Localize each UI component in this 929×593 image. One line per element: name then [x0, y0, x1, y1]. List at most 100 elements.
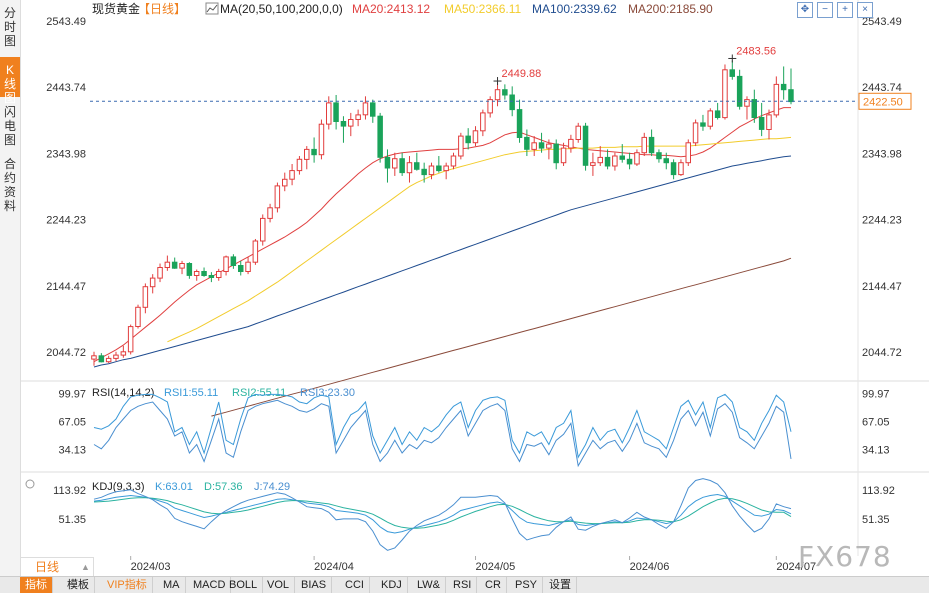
- rsi3-label: RSI3:23.30: [300, 387, 355, 399]
- move-icon[interactable]: ✥: [797, 2, 813, 18]
- rsi-line-rsi1: [93, 393, 792, 459]
- candle-body: [656, 152, 662, 160]
- candle-body: [472, 130, 479, 144]
- candle-body: [289, 170, 295, 180]
- candle-body: [546, 143, 552, 149]
- candle-body: [744, 99, 750, 107]
- sidebar-tab-label: 闪电图: [4, 105, 17, 147]
- kdj-tick-right: 51.35: [862, 514, 890, 526]
- candle-body: [186, 263, 193, 276]
- kdj-tick-right: 113.92: [862, 485, 895, 497]
- candle-body: [648, 136, 655, 154]
- bottom-tab-11[interactable]: RSI: [448, 577, 478, 593]
- candle-body: [443, 165, 449, 172]
- y-tick-right: 2144.47: [862, 281, 902, 293]
- bottom-tab-3[interactable]: MA: [158, 577, 186, 593]
- bottom-toolbar: 指标 模板 VIP指标 MA MACD BOLL VOL BIAS CCI KDJ LW& RSI CR…: [0, 576, 929, 593]
- candle-body: [604, 156, 611, 167]
- kdj-tick-left: 51.35: [58, 514, 86, 526]
- x-tick-label: 2024/05: [476, 561, 516, 573]
- chart-canvas: 2543.49 2543.49 2443.74 2443.74 2343.98 2343.…: [20, 0, 929, 573]
- bottom-tab-1[interactable]: 模板: [62, 577, 95, 593]
- y-tick-right: 2044.72: [862, 347, 902, 359]
- y-tick-left: 2144.47: [46, 281, 86, 293]
- candle-body: [465, 135, 471, 144]
- bottom-tab-10[interactable]: LW&: [412, 577, 447, 593]
- candle-body: [98, 355, 105, 363]
- candle-body: [553, 143, 559, 164]
- candle-body: [340, 121, 347, 127]
- sidebar-tab-label: 合约资料: [4, 157, 17, 213]
- ma100-label: MA100:2339.62: [532, 2, 617, 16]
- candle-body: [252, 240, 259, 263]
- candle-body: [414, 162, 420, 170]
- candle-body: [722, 69, 728, 119]
- candle-body: [634, 152, 640, 165]
- close-icon[interactable]: ×: [857, 2, 873, 18]
- candle-body: [450, 155, 457, 167]
- candle-body: [458, 135, 464, 157]
- candle-body: [582, 125, 589, 166]
- rsi1-label: RSI1:55.11: [164, 387, 218, 399]
- candle-body: [326, 102, 332, 125]
- candle-body: [274, 185, 281, 209]
- zoom-out-icon[interactable]: −: [817, 2, 833, 18]
- candle-body: [436, 165, 442, 172]
- caret-up-icon: ▲: [81, 562, 90, 572]
- zoom-in-icon[interactable]: +: [837, 2, 853, 18]
- sidebar-tab-3[interactable]: 合约资料: [0, 151, 20, 213]
- candle-body: [311, 148, 317, 156]
- candle-body: [568, 138, 574, 149]
- candle-body: [678, 162, 684, 176]
- kdj-settings-icon: [25, 479, 35, 489]
- kdj-k-label: K:63.01: [155, 481, 193, 493]
- candle-body: [766, 114, 772, 131]
- y-tick-right: 2244.23: [862, 215, 902, 227]
- candle-body: [245, 261, 251, 273]
- sidebar-tab-2[interactable]: 闪电图: [0, 99, 20, 149]
- candle-body: [304, 148, 310, 160]
- bottom-tab-2[interactable]: VIP指标: [102, 577, 153, 593]
- candle-body: [509, 94, 515, 111]
- candle-body: [590, 162, 596, 166]
- bottom-tab-12[interactable]: CR: [480, 577, 507, 593]
- candle-body: [670, 162, 677, 176]
- candle-body: [494, 89, 501, 101]
- candle-body: [171, 261, 178, 269]
- bottom-tab-5[interactable]: BOLL: [224, 577, 264, 593]
- bottom-tab-7[interactable]: BIAS: [296, 577, 333, 593]
- candle-body: [575, 125, 581, 140]
- bottom-tab-4[interactable]: MACD: [188, 577, 232, 593]
- candle-body: [758, 117, 765, 130]
- kdj-d-label: D:57.36: [204, 481, 243, 493]
- bottom-tab-8[interactable]: CCI: [340, 577, 370, 593]
- candle-body: [480, 112, 486, 132]
- bottom-tab-0[interactable]: 指标: [20, 577, 53, 593]
- candle-body: [663, 158, 669, 164]
- candle-body: [751, 99, 757, 118]
- ma20-label: MA20:2413.12: [352, 2, 430, 16]
- rsi-tick-left: 99.97: [58, 389, 86, 401]
- left-sidebar: 分时图 K线图 闪电图合约资料: [0, 0, 21, 576]
- candle-body: [333, 102, 339, 123]
- candle-body: [267, 207, 273, 219]
- candle-body: [127, 326, 134, 353]
- bottom-tab-6[interactable]: VOL: [262, 577, 296, 593]
- kdj-line-k: [93, 493, 792, 534]
- bottom-tab-9[interactable]: KDJ: [376, 577, 408, 593]
- candle-body: [516, 109, 523, 138]
- ma-params: MA(20,50,100,200,0,0): [220, 2, 343, 16]
- bottom-tab-14[interactable]: 设置: [544, 577, 577, 593]
- period-selector[interactable]: 日线 ▲: [20, 557, 94, 577]
- bottom-tab-13[interactable]: PSY: [510, 577, 544, 593]
- candle-body: [736, 75, 743, 107]
- sidebar-tab-0[interactable]: 分时图: [0, 0, 20, 55]
- kdj-line-d: [93, 497, 792, 529]
- rsi-line-rsi3: [93, 399, 792, 468]
- candle-body: [421, 168, 427, 176]
- candle-body: [135, 306, 141, 327]
- candle-body: [260, 217, 266, 242]
- candle-body: [91, 355, 97, 360]
- candle-body: [362, 102, 369, 116]
- sidebar-tab-1[interactable]: K线图: [0, 57, 20, 105]
